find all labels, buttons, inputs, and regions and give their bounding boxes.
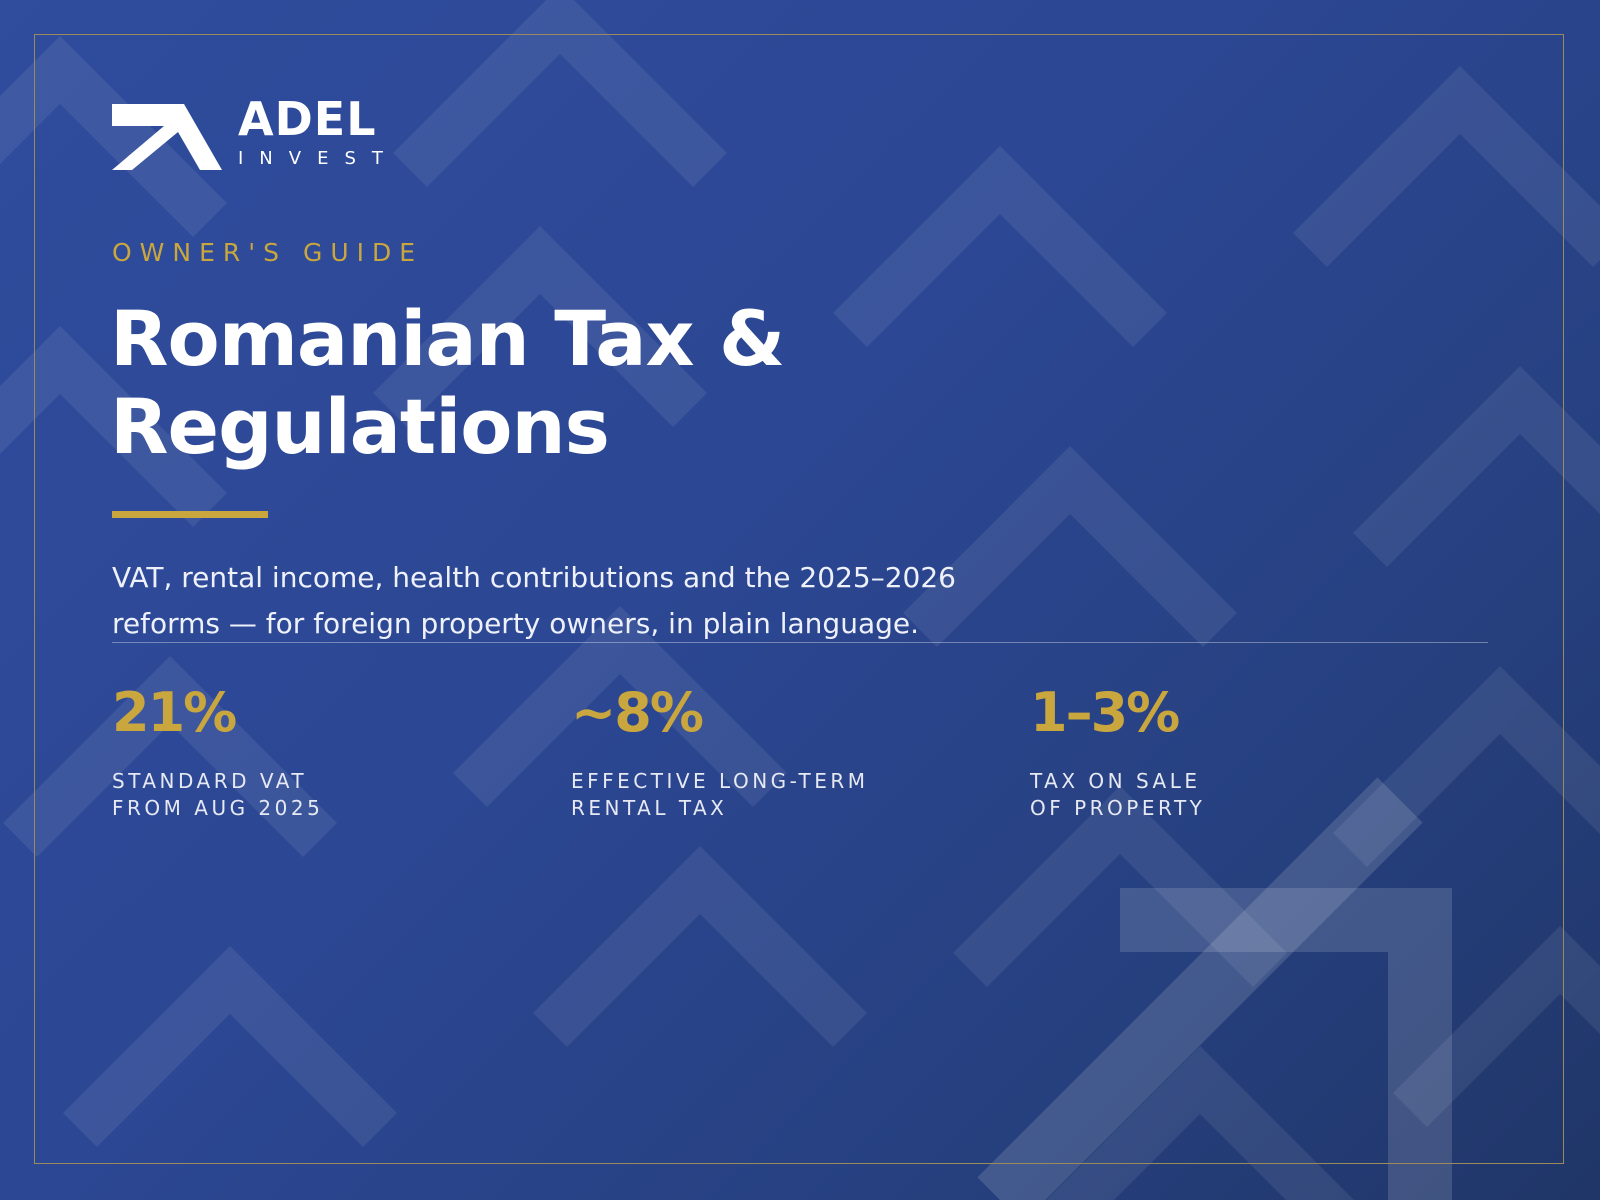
subtitle: VAT, rental income, health contributions… (112, 555, 1112, 647)
divider (112, 642, 1488, 643)
stat-value: ~8% (571, 681, 704, 744)
subtitle-line-1: VAT, rental income, health contributions… (112, 561, 956, 594)
stat-rental-tax: ~8% EFFECTIVE LONG-TERM RENTAL TAX (571, 686, 1011, 822)
stat-label-line: RENTAL TAX (571, 796, 728, 820)
stat-label-line: FROM AUG 2025 (112, 796, 324, 820)
brand-tagline: INVEST (238, 148, 399, 169)
page-title: Romanian Tax & Regulations (110, 295, 1010, 471)
gold-frame-border (34, 34, 1564, 1164)
title-line-1: Romanian Tax & (110, 294, 785, 383)
accent-rule (112, 511, 268, 518)
stat-sale-tax: 1–3% TAX ON SALE OF PROPERTY (1030, 686, 1470, 822)
stat-label-line: OF PROPERTY (1030, 796, 1206, 820)
stat-label: EFFECTIVE LONG-TERM RENTAL TAX (571, 768, 1011, 822)
stat-label: STANDARD VAT FROM AUG 2025 (112, 768, 552, 822)
brand-logo: ADEL INVEST (112, 96, 432, 174)
stat-label-line: EFFECTIVE LONG-TERM (571, 769, 869, 793)
eyebrow-label: OWNER'S GUIDE (112, 238, 424, 267)
title-line-2: Regulations (110, 382, 610, 471)
subtitle-line-2: reforms — for foreign property owners, i… (112, 607, 919, 640)
stat-value: 1–3% (1030, 681, 1180, 744)
stat-value: 21% (112, 681, 237, 744)
stat-label-line: TAX ON SALE (1030, 769, 1201, 793)
brand-name: ADEL (238, 92, 377, 146)
stat-standard-vat: 21% STANDARD VAT FROM AUG 2025 (112, 686, 552, 822)
stat-label: TAX ON SALE OF PROPERTY (1030, 768, 1470, 822)
stat-label-line: STANDARD VAT (112, 769, 308, 793)
arrow-up-right-icon (112, 104, 222, 170)
